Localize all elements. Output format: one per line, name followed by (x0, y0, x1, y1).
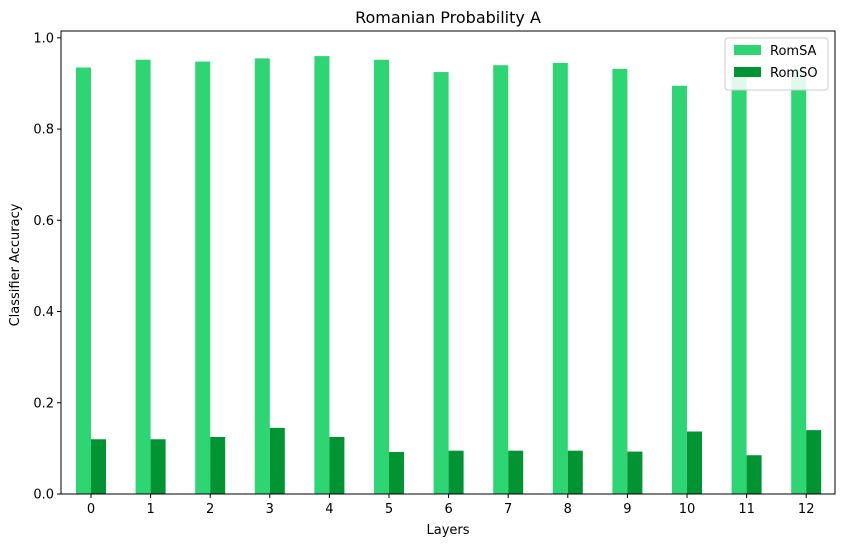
x-tick-label: 7 (504, 502, 512, 517)
bar-romso-layer-9 (627, 451, 643, 494)
x-tick-label: 11 (738, 502, 755, 517)
y-tick-label: 0.8 (33, 123, 54, 138)
x-tick-label: 10 (679, 502, 696, 517)
bar-romso-layer-10 (687, 431, 702, 494)
bar-romsa-layer-10 (672, 85, 687, 494)
bar-romso-layer-12 (806, 430, 822, 494)
bar-romsa-layer-9 (612, 68, 628, 494)
bar-romsa-layer-1 (135, 59, 151, 495)
x-tick-label: 5 (385, 502, 393, 517)
bar-romsa-layer-11 (731, 75, 747, 495)
bar-romsa-layer-4 (314, 56, 330, 494)
y-tick-label: 0.0 (33, 488, 54, 503)
x-tick-label: 2 (206, 502, 214, 517)
bar-romso-layer-1 (150, 439, 166, 494)
bar-romso-layer-8 (567, 450, 583, 494)
x-tick-label: 6 (444, 502, 452, 517)
bars-layer (76, 56, 822, 495)
legend-label-romsa: RomSA (770, 44, 817, 59)
x-tick-label: 0 (87, 502, 95, 517)
x-tick-label: 3 (266, 502, 274, 517)
bar-romso-layer-2 (210, 436, 226, 494)
legend-swatch-romso (734, 67, 761, 77)
bar-romsa-layer-12 (791, 72, 807, 494)
y-tick-label: 0.6 (33, 214, 54, 229)
legend-swatch-romsa (734, 45, 761, 55)
bar-romso-layer-7 (508, 450, 524, 494)
y-tick-label: 1.0 (33, 31, 54, 46)
bar-romsa-layer-2 (195, 61, 211, 494)
bar-romsa-layer-5 (374, 59, 389, 495)
bar-romsa-layer-7 (493, 65, 509, 494)
x-tick-label: 4 (325, 502, 333, 517)
bar-romsa-layer-8 (552, 62, 568, 495)
legend: RomSA RomSO (724, 37, 829, 91)
x-tick-label: 12 (798, 502, 815, 517)
bar-romsa-layer-6 (433, 72, 449, 494)
bar-romsa-layer-0 (76, 67, 91, 494)
axes-layer: 0 1 2 3 4 5 6 7 8 9 10 11 120.00.20.40.60.81.0 (33, 30, 836, 517)
y-axis-label: Classifier Accuracy (8, 203, 23, 326)
bar-romso-layer-3 (269, 427, 285, 494)
x-tick-label: 1 (146, 502, 154, 517)
bar-romso-layer-4 (329, 436, 345, 494)
bar-romso-layer-6 (448, 450, 464, 494)
x-axis-label: Layers (426, 523, 469, 538)
bar-romso-layer-0 (91, 439, 106, 494)
bar-romso-layer-5 (389, 452, 404, 494)
x-tick-label: 9 (623, 502, 631, 517)
bar-romso-layer-11 (746, 455, 762, 494)
x-tick-label: 8 (564, 502, 572, 517)
legend-label-romso: RomSO (770, 66, 818, 81)
plot-frame (60, 30, 836, 495)
bar-romsa-layer-3 (254, 58, 270, 495)
chart-title: Romanian Probability A (355, 8, 541, 27)
y-tick-label: 0.4 (33, 305, 54, 320)
y-tick-label: 0.2 (33, 396, 54, 411)
